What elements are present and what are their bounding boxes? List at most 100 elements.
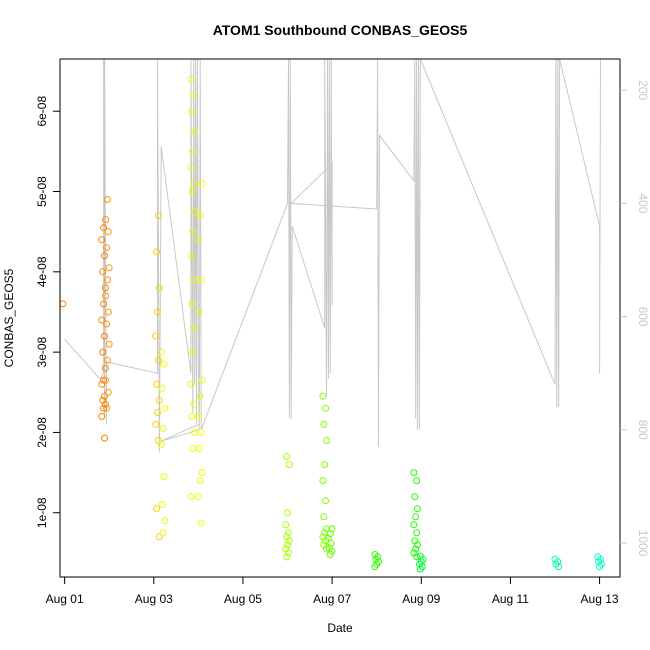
- x-tick-label: Aug 01: [46, 592, 84, 606]
- data-point: [320, 420, 328, 428]
- right-tick-label: 1000: [636, 530, 650, 557]
- y-tick-label: 2e-08: [35, 417, 49, 448]
- data-point: [197, 276, 205, 284]
- x-axis-label: Date: [327, 621, 353, 635]
- data-point: [284, 529, 292, 537]
- data-point: [283, 553, 291, 561]
- data-point: [197, 519, 205, 527]
- data-point: [325, 544, 333, 552]
- data-point: [187, 252, 195, 260]
- data-point: [101, 252, 108, 260]
- data-point: [189, 228, 197, 236]
- data-point: [195, 445, 203, 452]
- data-point: [189, 348, 197, 356]
- data-point: [282, 545, 290, 553]
- data-point: [161, 517, 169, 525]
- data-point: [320, 513, 328, 521]
- data-point: [104, 308, 112, 316]
- data-point: [196, 477, 204, 485]
- y-tick-label: 5e-08: [35, 176, 49, 207]
- data-point: [328, 525, 336, 533]
- data-point: [411, 493, 419, 501]
- data-point: [187, 75, 195, 83]
- data-point: [98, 316, 106, 324]
- right-tick-label: 800: [636, 420, 650, 440]
- data-point: [412, 513, 420, 521]
- data-point: [411, 537, 419, 545]
- data-point: [320, 541, 328, 549]
- data-point: [101, 392, 108, 400]
- data-point: [158, 501, 166, 509]
- data-point: [319, 392, 327, 400]
- data-point: [195, 308, 203, 316]
- data-point: [413, 477, 421, 485]
- right-axis: 200 400 600 800 1000: [620, 80, 650, 557]
- data-point: [416, 552, 424, 560]
- data-point: [154, 356, 162, 364]
- altitude-track: [64, 58, 601, 453]
- x-tick-label: Aug 11: [492, 592, 529, 606]
- data-point: [194, 412, 202, 420]
- data-point: [153, 380, 161, 388]
- data-point: [152, 420, 160, 428]
- altitude-line: [64, 58, 601, 453]
- data-point: [104, 388, 112, 396]
- x-tick-label: Aug 05: [224, 592, 262, 606]
- data-point: [102, 292, 110, 300]
- data-point: [158, 384, 166, 392]
- data-point: [154, 308, 161, 316]
- data-point: [103, 244, 110, 252]
- data-point: [187, 493, 195, 501]
- data-point: [194, 236, 202, 244]
- data-point: [191, 324, 199, 332]
- data-point: [190, 180, 198, 187]
- data-point: [100, 376, 108, 384]
- data-point: [104, 228, 112, 236]
- data-point: [191, 127, 199, 135]
- data-point: [190, 400, 198, 408]
- data-point: [99, 348, 107, 356]
- data-point: [160, 473, 168, 481]
- data-point: [321, 461, 329, 469]
- data-point: [101, 434, 108, 442]
- x-axis: Aug 01 Aug 03 Aug 05 Aug 07 Aug 09 Aug 11 Aug …: [46, 577, 619, 606]
- data-point: [191, 208, 199, 216]
- data-point: [99, 268, 107, 276]
- data-point: [159, 424, 167, 432]
- data-point: [283, 453, 291, 460]
- x-tick-label: Aug 09: [402, 592, 440, 606]
- data-point: [153, 505, 161, 513]
- data-point: [98, 236, 106, 244]
- data-point: [160, 360, 168, 368]
- data-point: [284, 509, 291, 517]
- data-point: [326, 530, 334, 538]
- x-tick-label: Aug 07: [313, 592, 351, 606]
- right-tick-label: 400: [636, 193, 650, 213]
- data-point: [103, 320, 110, 328]
- data-point: [412, 545, 420, 553]
- data-point: [189, 147, 197, 155]
- data-point: [105, 264, 113, 272]
- data-point: [188, 107, 196, 115]
- data-point: [161, 404, 169, 412]
- data-point: [190, 91, 198, 99]
- data-point: [187, 163, 195, 171]
- data-point: [194, 493, 202, 501]
- data-point: [188, 188, 196, 195]
- data-point: [100, 404, 108, 412]
- data-point: [594, 553, 602, 561]
- data-point: [103, 356, 111, 364]
- right-tick-label: 200: [636, 80, 650, 100]
- data-point: [196, 392, 204, 400]
- data-point: [282, 521, 290, 529]
- data-point: [284, 541, 291, 549]
- data-point: [414, 505, 421, 513]
- y-tick-label: 6e-08: [35, 96, 49, 127]
- data-point: [153, 248, 161, 256]
- data-point: [190, 276, 198, 284]
- data-point: [101, 332, 108, 340]
- data-point: [188, 300, 196, 308]
- data-point: [285, 461, 293, 469]
- data-point: [99, 396, 107, 404]
